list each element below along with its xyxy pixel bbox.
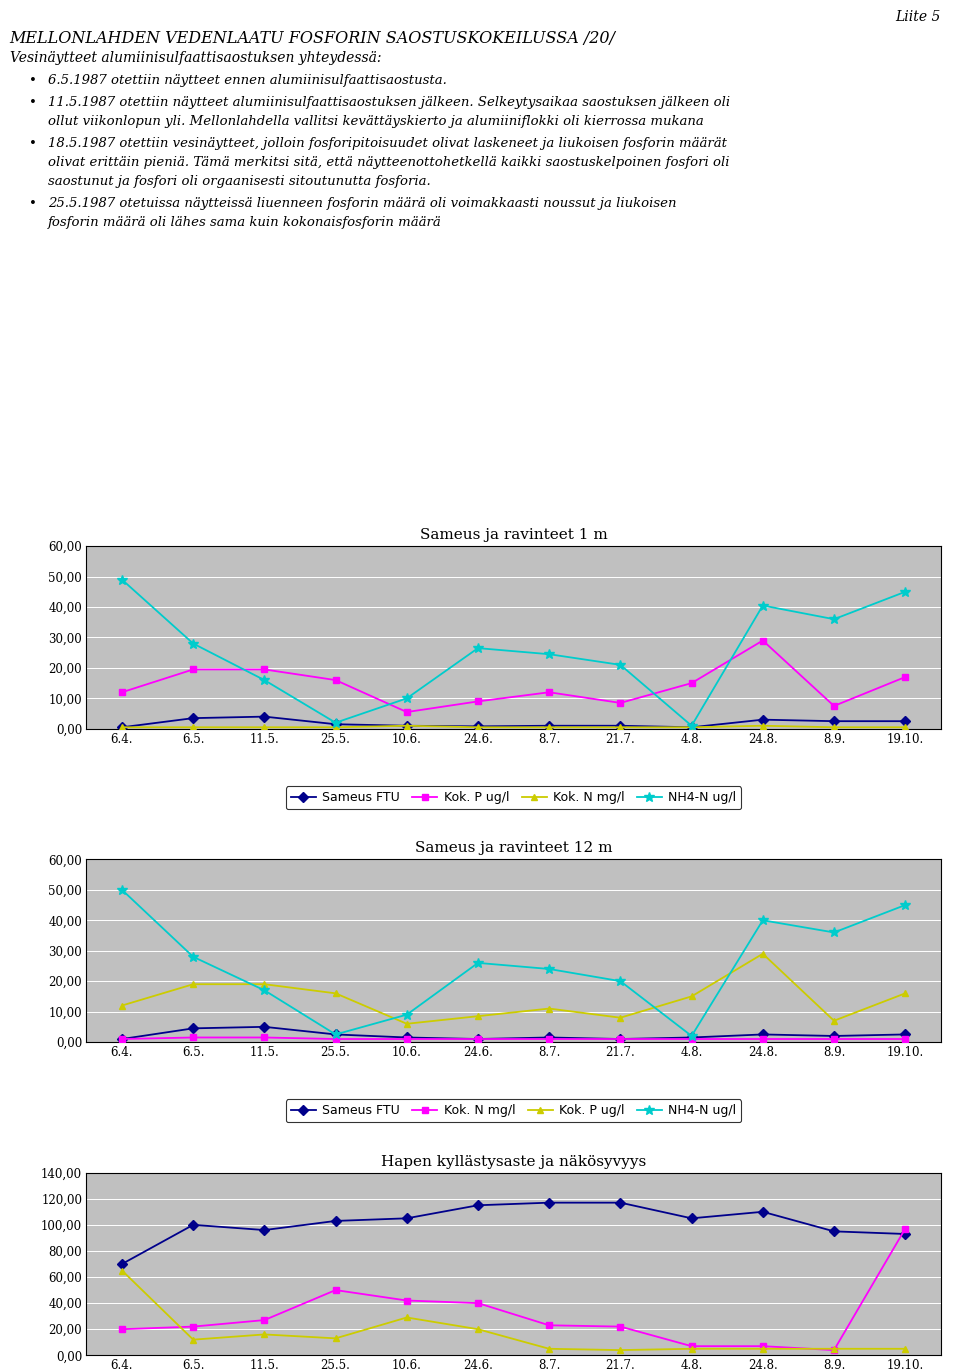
Text: ollut viikonlopun yli. Mellonlahdella vallitsi kevättäyskierto ja alumiiniflokki: ollut viikonlopun yli. Mellonlahdella va…	[48, 115, 704, 127]
Text: •: •	[29, 197, 36, 209]
Text: 11.5.1987 otettiin näytteet alumiinisulfaattisaostuksen jälkeen. Selkeytysaikaa : 11.5.1987 otettiin näytteet alumiinisulf…	[48, 96, 731, 108]
Text: •: •	[29, 74, 36, 86]
Text: 25.5.1987 otetuissa näytteissä liuenneen fosforin määrä oli voimakkaasti noussut: 25.5.1987 otetuissa näytteissä liuenneen…	[48, 197, 677, 209]
Text: Liite 5: Liite 5	[896, 10, 941, 23]
Legend: Sameus FTU, Kok. P ug/l, Kok. N mg/l, NH4-N ug/l: Sameus FTU, Kok. P ug/l, Kok. N mg/l, NH…	[286, 786, 741, 809]
Text: Vesinäytteet alumiinisulfaattisaostuksen yhteydessä:: Vesinäytteet alumiinisulfaattisaostuksen…	[10, 51, 381, 64]
Legend: Sameus FTU, Kok. N mg/l, Kok. P ug/l, NH4-N ug/l: Sameus FTU, Kok. N mg/l, Kok. P ug/l, NH…	[286, 1099, 741, 1123]
Text: 18.5.1987 otettiin vesinäytteet, jolloin fosforipitoisuudet olivat laskeneet ja : 18.5.1987 otettiin vesinäytteet, jolloin…	[48, 137, 727, 149]
Text: MELLONLAHDEN VEDENLAATU FOSFORIN SAOSTUSKOKEILUSSA /20/: MELLONLAHDEN VEDENLAATU FOSFORIN SAOSTUS…	[10, 30, 615, 47]
Title: Hapen kyllästysaste ja näkösyvyys: Hapen kyllästysaste ja näkösyvyys	[381, 1154, 646, 1169]
Text: saostunut ja fosfori oli orgaanisesti sitoutunutta fosforia.: saostunut ja fosfori oli orgaanisesti si…	[48, 175, 431, 188]
Text: •: •	[29, 137, 36, 149]
Text: olivat erittäin pieniä. Tämä merkitsi sitä, että näytteenottohetkellä kaikki sao: olivat erittäin pieniä. Tämä merkitsi si…	[48, 156, 730, 168]
Title: Sameus ja ravinteet 12 m: Sameus ja ravinteet 12 m	[415, 842, 612, 856]
Text: fosforin määrä oli lähes sama kuin kokonaisfosforin määrä: fosforin määrä oli lähes sama kuin kokon…	[48, 216, 442, 229]
Text: 6.5.1987 otettiin näytteet ennen alumiinisulfaattisaostusta.: 6.5.1987 otettiin näytteet ennen alumiin…	[48, 74, 446, 86]
Title: Sameus ja ravinteet 1 m: Sameus ja ravinteet 1 m	[420, 528, 608, 542]
Text: •: •	[29, 96, 36, 108]
